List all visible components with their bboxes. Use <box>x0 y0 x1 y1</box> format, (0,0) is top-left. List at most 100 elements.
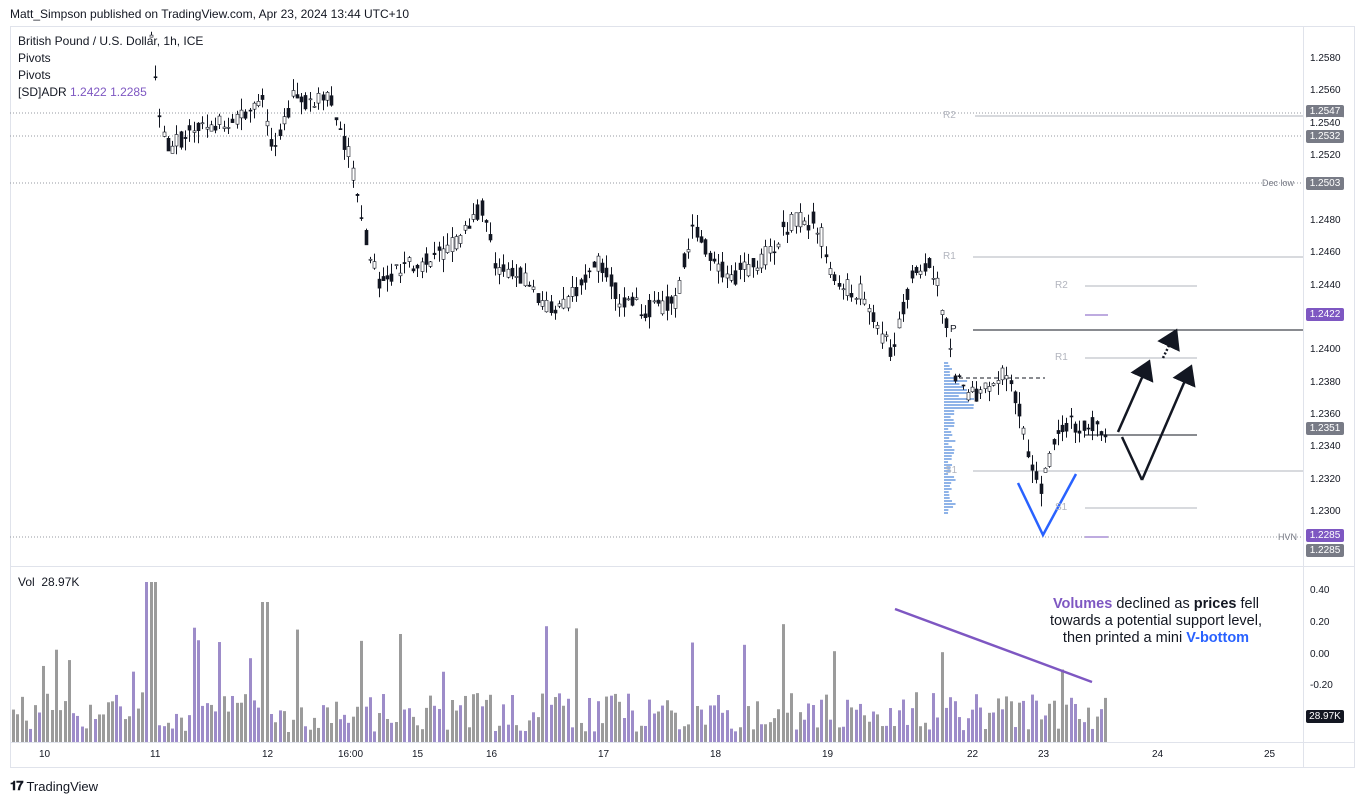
candle-body <box>278 129 283 137</box>
profile-row <box>944 425 955 427</box>
volume-bar <box>588 697 591 742</box>
volume-bar <box>227 711 230 742</box>
candle-body <box>802 220 807 225</box>
volume-bar <box>1070 697 1073 742</box>
volume-bar <box>893 726 896 742</box>
candle-body <box>884 334 889 337</box>
volume-bar <box>236 702 239 742</box>
volume-trend-line <box>894 607 1093 684</box>
volume-bar <box>623 717 626 742</box>
volume-bar <box>489 694 492 742</box>
price-tag: 1.2351 <box>1306 422 1344 436</box>
volume-bar <box>653 713 656 742</box>
candle-body <box>656 299 661 304</box>
volume-bar <box>519 730 522 742</box>
profile-row <box>944 476 955 478</box>
candle-body <box>1095 421 1100 425</box>
profile-row <box>944 458 952 460</box>
volume-bar <box>51 709 54 742</box>
time-tick: 23 <box>1038 749 1050 760</box>
candle-body <box>381 276 386 281</box>
candle-body <box>321 94 326 101</box>
candle-body <box>463 225 468 231</box>
volume-bar <box>532 712 535 742</box>
volume-bar <box>81 726 84 742</box>
profile-row <box>944 494 950 496</box>
volume-bar <box>171 728 174 742</box>
volume-bar <box>1096 716 1099 742</box>
volume-bar <box>115 694 118 742</box>
volume-bar <box>68 660 71 742</box>
profile-row <box>944 365 950 367</box>
volume-bar <box>850 707 853 742</box>
volume-legend[interactable]: Vol 28.97K <box>18 575 79 589</box>
volume-bar <box>833 651 836 742</box>
volume-bar <box>631 710 634 742</box>
volume-bar <box>997 698 1000 742</box>
volume-bar <box>554 697 557 742</box>
time-tick: 16:00 <box>338 749 364 760</box>
candle-body <box>346 146 351 157</box>
time-tick: 11 <box>150 749 161 760</box>
tradingview-brand[interactable]: 𝟏𝟕 TradingView <box>10 778 98 794</box>
candle-body <box>368 258 373 261</box>
volume-bar <box>550 704 553 742</box>
profile-row <box>944 443 949 445</box>
volume-bar <box>696 706 699 742</box>
profile-row <box>944 377 958 379</box>
candle-body <box>205 126 210 130</box>
volume-bar <box>597 701 600 742</box>
volume-bar <box>1061 669 1064 742</box>
candle-body <box>1073 423 1078 433</box>
candle-body <box>480 200 485 216</box>
volume-bar <box>416 725 419 742</box>
volume-bar <box>279 710 282 742</box>
candle-body <box>162 131 167 137</box>
volume-bar <box>919 726 922 742</box>
price-tag: 1.2503 <box>1306 176 1344 190</box>
candle-body <box>772 251 777 254</box>
profile-row <box>944 470 951 472</box>
candle-body <box>351 167 356 181</box>
legend-pivots-1[interactable]: Pivots <box>18 51 51 65</box>
price-tick: 1.2560 <box>1310 85 1341 97</box>
candle-body <box>372 261 377 269</box>
candle-body <box>243 111 248 119</box>
candle-body <box>540 300 545 307</box>
volume-bar <box>111 701 114 742</box>
volume-bar <box>85 728 88 742</box>
volume-bar <box>760 724 763 742</box>
volume-bar <box>984 728 987 742</box>
volume-bar <box>64 701 67 742</box>
candle-body <box>536 293 541 303</box>
legend-symbol[interactable]: British Pound / U.S. Dollar, 1h, ICE <box>18 34 204 48</box>
candle-body <box>643 313 648 319</box>
legend-adr[interactable]: [SD]ADR 1.2422 1.2285 <box>18 85 147 99</box>
profile-row <box>944 485 950 487</box>
volume-bar <box>752 729 755 742</box>
candle-body <box>914 267 919 273</box>
volume-bar <box>249 658 252 742</box>
candle-body <box>961 384 966 387</box>
volume-bar <box>1053 700 1056 742</box>
candle-body <box>849 293 854 298</box>
profile-row <box>944 440 956 442</box>
candle-body <box>712 258 717 262</box>
volume-bar <box>700 709 703 742</box>
candle-body <box>669 296 674 304</box>
profile-row <box>944 506 954 508</box>
volume-bar <box>1044 715 1047 742</box>
candle-body <box>295 94 300 99</box>
volume-bar <box>670 710 673 742</box>
candle-body <box>1077 430 1082 434</box>
candle-body <box>708 252 713 261</box>
volume-bar <box>1031 694 1034 742</box>
legend-pivots-2[interactable]: Pivots <box>18 68 51 82</box>
volume-bar <box>756 701 759 742</box>
volume-bar <box>46 693 49 742</box>
volume-bar <box>915 692 918 742</box>
candle-body <box>196 122 201 131</box>
volume-bar <box>433 705 436 742</box>
candle-body <box>364 230 369 246</box>
